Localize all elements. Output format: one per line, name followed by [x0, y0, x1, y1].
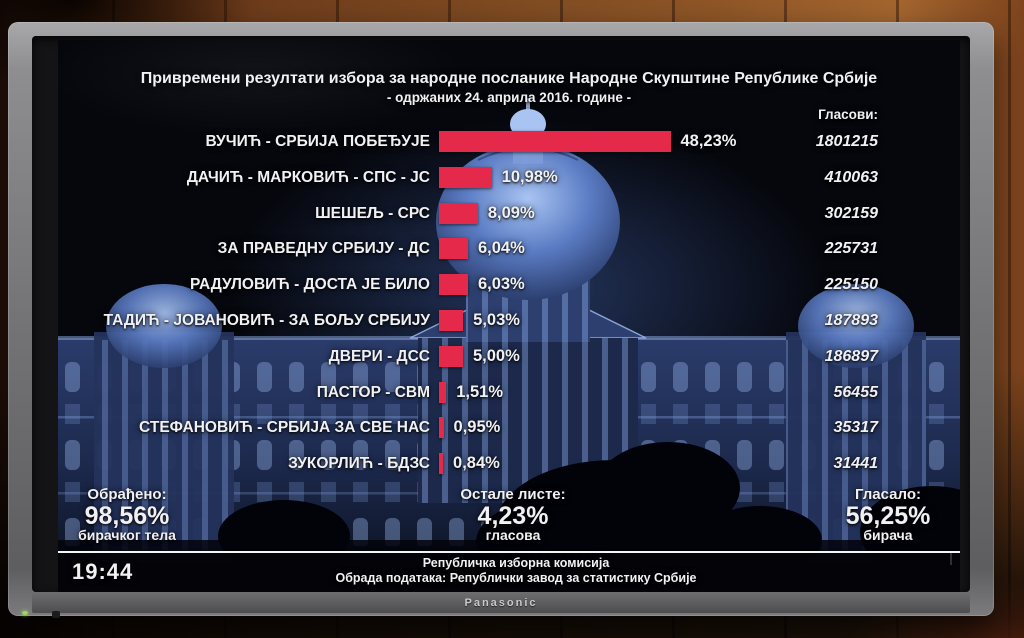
result-row: ДАЧИЋ - МАРКОВИЋ - СПС - ЈС 10,98% 410063 — [58, 166, 960, 190]
footer-line-2: Обрада података: Републички завод за ста… — [335, 571, 697, 585]
result-row: ШЕШЕЉ - СРС 8,09% 302159 — [58, 202, 960, 226]
vote-count: 35317 — [833, 419, 879, 437]
stat-turnout-sublabel: бирача — [863, 527, 913, 543]
tv-bottom-strip: Panasonic — [32, 593, 970, 613]
result-row: СТЕФАНОВИЋ - СРБИЈА ЗА СВЕ НАС 0,95% 35317 — [58, 416, 960, 440]
vote-count: 56455 — [833, 383, 879, 401]
party-name: СТЕФАНОВИЋ - СРБИЈА ЗА СВЕ НАС — [139, 419, 430, 437]
tv-frame: Привремени резултати избора за народне п… — [8, 22, 994, 618]
party-name: РАДУЛОВИЋ - ДОСТА ЈЕ БИЛО — [189, 276, 430, 294]
party-name: ПАСТОР - СВМ — [316, 383, 430, 401]
percent-label: 1,51% — [456, 382, 504, 401]
result-row: РАДУЛОВИЋ - ДОСТА ЈЕ БИЛО 6,03% 225150 — [58, 273, 960, 297]
percent-label: 48,23% — [680, 132, 737, 150]
stat-other-lists-sublabel: гласова — [485, 527, 541, 543]
vote-count: 302159 — [824, 204, 878, 222]
stat-other-lists-label: Остале листе: — [460, 486, 566, 503]
result-bar — [439, 202, 478, 224]
percent-label: 6,03% — [477, 275, 525, 294]
percent-label: 0,95% — [453, 418, 501, 437]
result-row: ЗУКОРЛИЋ - БДЗС 0,84% 31441 — [58, 452, 960, 476]
result-bar — [439, 381, 447, 403]
percent-label: 5,00% — [473, 346, 520, 365]
percent-label: 0,84% — [453, 454, 500, 473]
result-bar — [439, 131, 671, 152]
vote-count: 1801215 — [815, 133, 878, 150]
party-name: ТАДИЋ - ЈОВАНОВИЋ - ЗА БОЉУ СРБИЈУ — [103, 312, 430, 329]
percent-label: 5,03% — [473, 311, 520, 329]
percent-label: 6,04% — [477, 239, 525, 258]
stat-processed-value: 98,56% — [84, 502, 170, 530]
stat-other-lists: Остале листе: 4,23% гласова — [428, 486, 598, 543]
result-bar — [439, 453, 444, 475]
results-title: Привремени резултати избора за народне п… — [140, 70, 878, 87]
results-subtitle: - одржаних 24. априла 2016. године - — [386, 90, 632, 105]
footer-line-1: Републичка изборна комисија — [422, 556, 610, 570]
vote-count: 187893 — [824, 312, 878, 329]
results-rows: ВУЧИЋ - СРБИЈА ПОБЕЂУЈЕ 48,23% 1801215 ДАЧИ… — [58, 130, 960, 510]
panasonic-logo: Panasonic — [464, 597, 538, 609]
vote-count: 225150 — [824, 276, 878, 294]
clock: 19:44 — [72, 559, 134, 584]
result-row: ДВЕРИ - ДСС 5,00% 186897 — [58, 345, 960, 369]
separator-line — [58, 551, 960, 553]
votes-column-header: Гласови: — [818, 107, 878, 122]
result-bar — [439, 238, 468, 260]
result-bar — [439, 310, 464, 331]
result-bar — [439, 345, 463, 367]
result-bar — [439, 166, 492, 188]
power-led — [22, 611, 28, 615]
party-name: ЗУКОРЛИЋ - БДЗС — [288, 455, 430, 473]
result-row: ПАСТОР - СВМ 1,51% 56455 — [58, 381, 960, 405]
result-row: ЗА ПРАВЕДНУ СРБИЈУ - ДС 6,04% 225731 — [58, 237, 960, 261]
stat-processed-sublabel: бирачког тела — [78, 527, 176, 543]
vote-count: 225731 — [824, 240, 878, 258]
result-bar — [439, 417, 444, 439]
party-name: ЗА ПРАВЕДНУ СРБИЈУ - ДС — [217, 240, 430, 258]
result-row: ВУЧИЋ - СРБИЈА ПОБЕЂУЈЕ 48,23% 1801215 — [58, 130, 960, 154]
result-row: ТАДИЋ - ЈОВАНОВИЋ - ЗА БОЉУ СРБИЈУ 5,03% 1… — [58, 309, 960, 333]
vote-count: 410063 — [824, 168, 878, 186]
percent-label: 8,09% — [487, 203, 535, 222]
footer-credits: Републичка изборна комисија Обрада подат… — [335, 556, 696, 586]
party-name: ВУЧИЋ - СРБИЈА ПОБЕЂУЈЕ — [205, 133, 430, 150]
ticker-bar: 19:44 Републичка изборна комисија Обрада… — [58, 553, 960, 592]
tv-screen: Привремени резултати избора за народне п… — [58, 40, 960, 592]
party-name: ШЕШЕЉ - СРС — [315, 204, 430, 222]
vote-count: 31441 — [833, 455, 879, 473]
party-name: ДВЕРИ - ДСС — [328, 347, 430, 365]
stat-turnout-value: 56,25% — [845, 502, 931, 530]
stat-processed-label: Обрађено: — [87, 486, 167, 503]
ir-sensor — [52, 611, 60, 618]
result-bar — [439, 274, 468, 296]
stat-processed: Обрађено: 98,56% бирачког тела — [58, 486, 212, 543]
vote-count: 186897 — [824, 347, 878, 365]
percent-label: 10,98% — [501, 167, 558, 186]
party-name: ДАЧИЋ - МАРКОВИЋ - СПС - ЈС — [186, 168, 430, 186]
stat-other-lists-value: 4,23% — [477, 502, 549, 530]
stat-turnout: Гласало: 56,25% бирача — [803, 486, 960, 543]
stat-turnout-label: Гласало: — [855, 486, 921, 503]
parliament-building-illustration — [58, 40, 960, 592]
